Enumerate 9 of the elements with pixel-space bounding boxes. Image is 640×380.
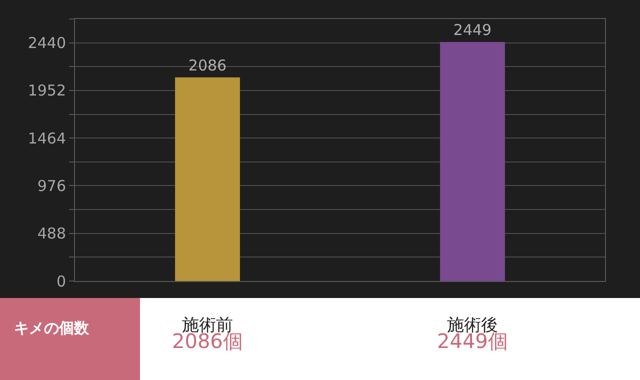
y-tick-label: 1464 [28, 129, 66, 148]
text: キメの個数 [14, 319, 90, 337]
y-tick-label: 2440 [28, 34, 66, 52]
y-tick-label: 1952 [28, 82, 66, 100]
y-tick-label: 0 [56, 272, 66, 290]
data-label: 2086 [188, 56, 227, 74]
y-tick-label: 976 [37, 176, 66, 195]
y-tick-label: 488 [37, 224, 66, 243]
data-label: 2449 [453, 20, 492, 39]
